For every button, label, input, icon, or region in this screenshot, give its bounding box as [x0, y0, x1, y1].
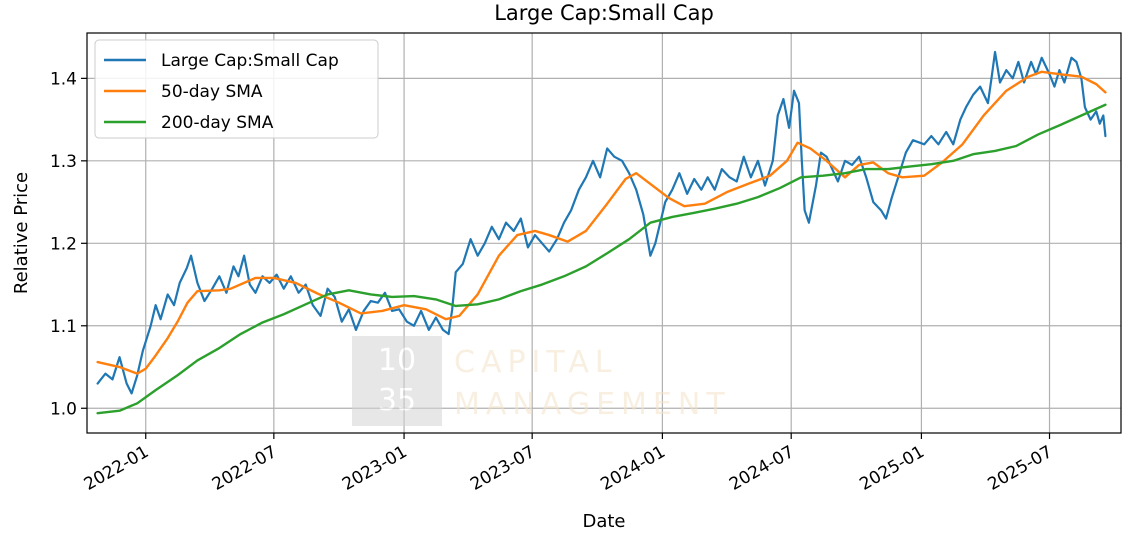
legend-box — [94, 39, 379, 139]
series-line-50-day-sma — [96, 70, 1107, 375]
series-layer — [96, 50, 1107, 415]
watermark-text-line2: MANAGEMENT — [454, 387, 731, 422]
y-tick-label: 1.4 — [50, 69, 77, 89]
y-axis-label: Relative Price — [11, 172, 32, 294]
legend-label: 50-day SMA — [161, 82, 263, 102]
series-line-200-day-sma — [96, 103, 1107, 415]
legend: Large Cap:Small Cap 50-day SMA 200-day SMA — [94, 39, 379, 139]
watermark-logo-box — [352, 336, 442, 426]
watermark-logo-bottom: 35 — [378, 383, 416, 418]
plot-frame — [86, 32, 1122, 434]
legend-label: Large Cap:Small Cap — [161, 51, 339, 71]
watermark-text-line1: CAPITAL — [454, 345, 618, 380]
grid — [87, 33, 1121, 433]
watermark-logo: 10 35 CAPITAL MANAGEMENT — [352, 336, 731, 426]
y-tick-label: 1.2 — [50, 234, 77, 254]
series-line-large-small-cap — [96, 50, 1107, 395]
y-tick-label: 1.0 — [50, 399, 77, 419]
y-tick-label: 1.1 — [50, 317, 77, 337]
chart-title: Large Cap:Small Cap — [494, 1, 714, 25]
watermark-logo-top: 10 — [378, 343, 416, 378]
y-tick-label: 1.3 — [50, 152, 77, 172]
x-axis-label: Date — [582, 511, 625, 532]
legend-label: 200-day SMA — [161, 113, 274, 133]
